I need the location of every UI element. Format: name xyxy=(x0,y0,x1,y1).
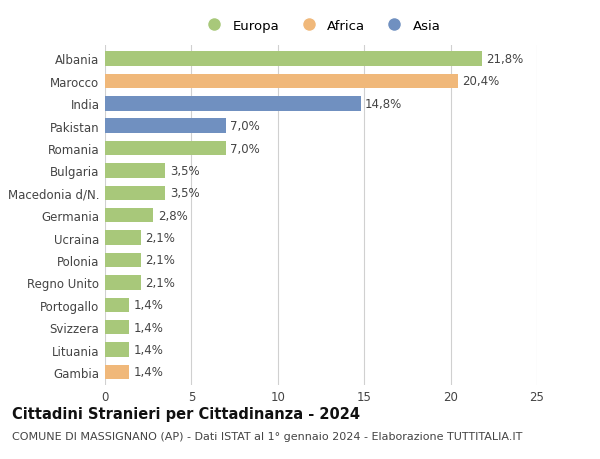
Bar xyxy=(105,208,154,223)
Text: 3,5%: 3,5% xyxy=(170,165,199,178)
Bar xyxy=(105,231,141,246)
Text: 21,8%: 21,8% xyxy=(486,53,523,66)
Text: 1,4%: 1,4% xyxy=(134,321,163,334)
Bar xyxy=(105,74,458,89)
Bar xyxy=(105,253,141,268)
Bar xyxy=(105,52,482,67)
Bar xyxy=(105,119,226,134)
Text: 14,8%: 14,8% xyxy=(365,97,403,111)
Text: 7,0%: 7,0% xyxy=(230,142,260,155)
Text: 7,0%: 7,0% xyxy=(230,120,260,133)
Bar xyxy=(105,320,129,335)
Text: 2,1%: 2,1% xyxy=(146,276,175,289)
Bar xyxy=(105,97,361,111)
Bar xyxy=(105,365,129,380)
Bar xyxy=(105,342,129,357)
Text: 2,1%: 2,1% xyxy=(146,232,175,245)
Text: COMUNE DI MASSIGNANO (AP) - Dati ISTAT al 1° gennaio 2024 - Elaborazione TUTTITA: COMUNE DI MASSIGNANO (AP) - Dati ISTAT a… xyxy=(12,431,523,442)
Legend: Europa, Africa, Asia: Europa, Africa, Asia xyxy=(201,20,441,33)
Text: 2,1%: 2,1% xyxy=(146,254,175,267)
Bar xyxy=(105,164,166,178)
Text: 1,4%: 1,4% xyxy=(134,343,163,356)
Text: Cittadini Stranieri per Cittadinanza - 2024: Cittadini Stranieri per Cittadinanza - 2… xyxy=(12,406,360,421)
Text: 1,4%: 1,4% xyxy=(134,299,163,312)
Text: 20,4%: 20,4% xyxy=(462,75,499,88)
Bar xyxy=(105,141,226,156)
Text: 3,5%: 3,5% xyxy=(170,187,199,200)
Text: 2,8%: 2,8% xyxy=(158,209,187,222)
Bar xyxy=(105,186,166,201)
Text: 1,4%: 1,4% xyxy=(134,366,163,379)
Bar xyxy=(105,298,129,313)
Bar xyxy=(105,275,141,290)
